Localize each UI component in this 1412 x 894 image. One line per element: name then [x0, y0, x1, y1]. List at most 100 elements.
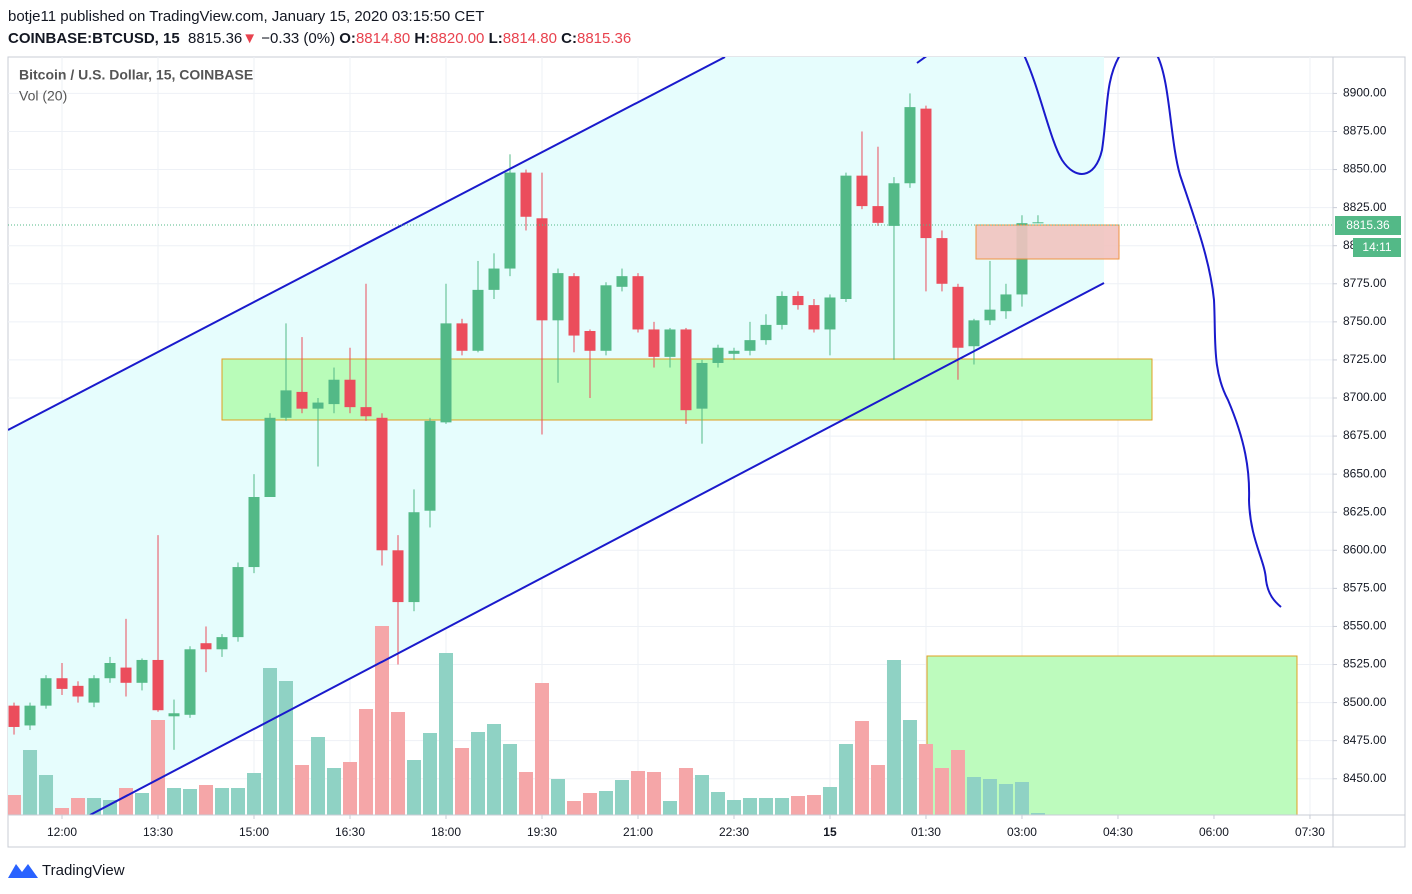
- volume-bar: [135, 793, 150, 815]
- volume-bar: [39, 775, 54, 815]
- volume-bar: [390, 712, 405, 815]
- legend-volume: Vol (20): [19, 88, 67, 104]
- last-price-box: [1335, 216, 1401, 235]
- volume-bar: [247, 773, 262, 815]
- y-tick-label: 8625.00: [1343, 504, 1387, 518]
- x-tick-label: 13:30: [143, 825, 173, 839]
- candle-body: [840, 175, 852, 300]
- y-tick-label: 8700.00: [1343, 390, 1387, 404]
- volume-bar: [263, 668, 278, 815]
- volume-bar: [758, 798, 773, 815]
- volume-bar: [566, 801, 581, 815]
- volume-bar: [215, 788, 230, 815]
- y-tick-label: 8750.00: [1343, 314, 1387, 328]
- candle-body: [136, 659, 148, 683]
- volume-bar: [550, 779, 565, 815]
- y-tick-label: 8525.00: [1343, 657, 1387, 671]
- x-tick-label: 04:30: [1103, 825, 1133, 839]
- candle-body: [520, 172, 532, 217]
- y-tick-label: 8600.00: [1343, 542, 1387, 556]
- y-tick-label: 8500.00: [1343, 695, 1387, 709]
- c-label: C:: [561, 30, 577, 47]
- volume-bar: [710, 792, 725, 815]
- volume-bar: [870, 765, 885, 815]
- y-tick-label: 8550.00: [1343, 619, 1387, 633]
- volume-bar: [678, 768, 693, 815]
- h: 8820.00: [430, 30, 485, 47]
- x-tick-label: 15: [823, 825, 837, 839]
- volume-bar: [630, 771, 645, 815]
- candle-body: [808, 305, 820, 330]
- candle-body: [296, 391, 308, 409]
- candle-body: [120, 667, 132, 683]
- volume-bar: [886, 660, 901, 815]
- candle-body: [744, 340, 756, 351]
- resistance-zone: [975, 224, 1120, 260]
- y-tick-label: 8850.00: [1343, 162, 1387, 176]
- candle-body: [776, 295, 788, 325]
- y-tick-label: 8775.00: [1343, 276, 1387, 290]
- candle-body: [168, 713, 180, 717]
- countdown-box: [1353, 238, 1401, 257]
- volume-bar: [8, 795, 22, 815]
- volume-bar: [918, 744, 933, 815]
- volume-bar: [183, 789, 198, 815]
- volume-bar: [966, 777, 981, 815]
- volume-bar: [502, 744, 517, 815]
- volume-bar: [838, 744, 853, 815]
- volume-bar: [982, 779, 997, 815]
- h-label: H:: [414, 30, 431, 47]
- candle-body: [456, 323, 468, 351]
- volume-bar: [582, 793, 597, 815]
- last-price-label: 8815.36: [1346, 218, 1390, 232]
- price: 8815.36: [188, 30, 243, 47]
- candle-body: [392, 550, 404, 603]
- candle-body: [648, 329, 660, 357]
- volume-bar: [295, 765, 310, 815]
- volume-bar: [470, 732, 485, 815]
- volume-bar: [806, 795, 821, 815]
- candle-body: [152, 659, 164, 711]
- candle-body: [952, 286, 964, 348]
- candle-body: [664, 329, 676, 357]
- candle-body: [200, 643, 212, 650]
- candle-body: [312, 402, 324, 409]
- candle-body: [184, 649, 196, 715]
- candle-body: [824, 297, 836, 330]
- candle-body: [936, 238, 948, 284]
- candle-body: [360, 407, 372, 417]
- channel-lower: [89, 282, 1105, 815]
- candle-body: [984, 309, 996, 321]
- candle-body: [280, 390, 292, 418]
- volume-bar: [774, 798, 789, 815]
- candle-body: [584, 330, 596, 351]
- volume-bar: [726, 800, 741, 815]
- candle-body: [344, 379, 356, 408]
- volume-bar: [406, 760, 421, 815]
- candle-body: [440, 323, 452, 423]
- volume-bar: [662, 801, 677, 815]
- volume-bar: [71, 798, 86, 815]
- candle-body: [376, 417, 388, 551]
- candle-body: [488, 268, 500, 290]
- volume-bar: [742, 798, 757, 815]
- candle-body: [216, 637, 228, 650]
- volume-bar: [279, 681, 294, 815]
- x-tick-label: 07:30: [1295, 825, 1325, 839]
- volume-bar: [55, 808, 70, 815]
- candle-body: [536, 218, 548, 321]
- candle-body: [328, 379, 340, 405]
- volume-bar: [438, 653, 453, 815]
- y-tick-label: 8900.00: [1343, 86, 1387, 100]
- c: 8815.36: [576, 30, 632, 47]
- candle-body: [680, 329, 692, 411]
- volume-bar: [151, 720, 166, 815]
- y-tick-label: 8825.00: [1343, 200, 1387, 214]
- volume-bar: [614, 780, 629, 815]
- candle-body: [728, 350, 740, 354]
- volume-bar: [534, 683, 549, 815]
- candle-body: [632, 276, 644, 330]
- x-tick-label: 19:30: [527, 825, 557, 839]
- candle-body: [232, 567, 244, 638]
